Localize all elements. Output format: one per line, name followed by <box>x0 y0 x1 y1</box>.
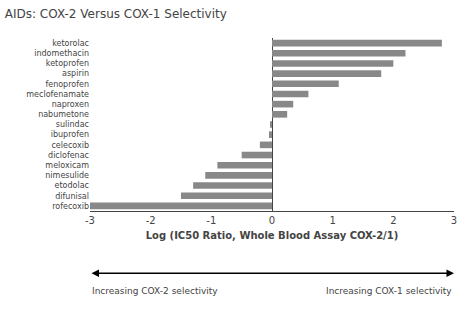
svg-text:Log (IC50 Ratio, Whole Blood A: Log (IC50 Ratio, Whole Blood Assay COX-2… <box>146 230 399 241</box>
svg-text:aspirin: aspirin <box>62 69 89 78</box>
svg-text:-2: -2 <box>146 215 156 226</box>
svg-text:difunisal: difunisal <box>55 192 89 201</box>
svg-text:2: 2 <box>390 215 396 226</box>
svg-text:indomethacin: indomethacin <box>34 49 89 58</box>
svg-text:Increasing COX-2 selectivity: Increasing COX-2 selectivity <box>92 286 218 296</box>
svg-text:nabumetone: nabumetone <box>38 110 89 119</box>
svg-text:ibuprofen: ibuprofen <box>51 130 89 139</box>
svg-text:naproxen: naproxen <box>52 100 89 109</box>
svg-text:etodolac: etodolac <box>55 181 89 190</box>
svg-text:3: 3 <box>451 215 457 226</box>
svg-text:-1: -1 <box>206 215 216 226</box>
svg-text:meclofenamate: meclofenamate <box>26 90 89 99</box>
svg-text:celecoxib: celecoxib <box>51 141 89 150</box>
svg-text:rofecoxib: rofecoxib <box>52 202 89 211</box>
svg-text:-3: -3 <box>85 215 95 226</box>
svg-text:1: 1 <box>329 215 335 226</box>
svg-text:ketorolac: ketorolac <box>52 39 89 48</box>
svg-text:sulindac: sulindac <box>56 120 89 129</box>
svg-text:AIDs: COX-2 Versus COX-1 Selec: AIDs: COX-2 Versus COX-1 Selectivity <box>5 7 227 21</box>
svg-text:diclofenac: diclofenac <box>48 151 89 160</box>
svg-text:nimesulide: nimesulide <box>45 171 89 180</box>
svg-text:fenoprofen: fenoprofen <box>45 80 89 89</box>
svg-text:0: 0 <box>269 215 275 226</box>
svg-text:ketoprofen: ketoprofen <box>46 59 89 68</box>
svg-text:meloxicam: meloxicam <box>45 161 89 170</box>
svg-text:Increasing COX-1 selectivity: Increasing COX-1 selectivity <box>326 286 452 296</box>
